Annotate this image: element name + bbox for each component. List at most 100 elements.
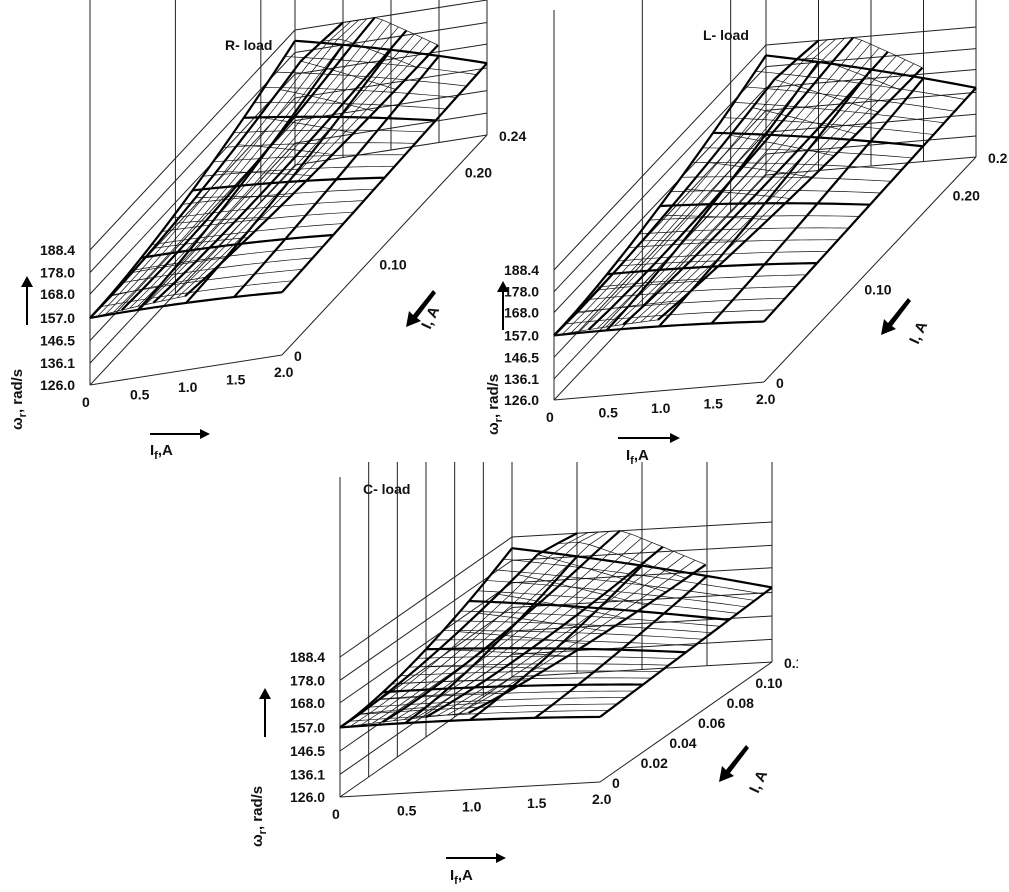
y-tick-label: 0.20: [953, 188, 980, 204]
z-tick-label: 146.5: [290, 743, 325, 759]
surface-line: [281, 62, 488, 293]
surface-line: [631, 55, 897, 324]
x-tick-label: 0.5: [599, 405, 619, 421]
surface-line: [145, 26, 399, 305]
x-axis-line: [89, 354, 283, 386]
tick-labels: 00.51.01.52.000.100.200.24126.0136.1146.…: [504, 150, 1009, 425]
surface-line: [447, 555, 685, 716]
z-tick-label: 188.4: [40, 242, 75, 258]
z-axis-label: ωr, rad/s: [249, 688, 271, 847]
z-tick-label: 146.5: [40, 333, 75, 349]
x-axis-label: If,A: [618, 433, 680, 467]
x-tick-label: 1.0: [178, 379, 198, 395]
y-axis-label: I, A: [406, 290, 443, 332]
y-axis-arrow-icon: [881, 298, 911, 335]
surface-line: [587, 36, 854, 331]
surface-line: [152, 29, 408, 304]
surface-line: [649, 63, 915, 322]
surface-line: [339, 532, 578, 729]
chart-l-load: L- load 00.51.01.52.000.100.200.24126.01…: [485, 0, 1009, 467]
z-tick-label: 146.5: [504, 349, 539, 365]
surface-line: [113, 18, 368, 313]
x-axis-line: [553, 381, 765, 401]
z-tick-label: 126.0: [40, 377, 75, 393]
surface-line: [161, 33, 415, 302]
y-tick-label: 0.12: [784, 655, 798, 671]
surface-line: [597, 40, 863, 329]
surface-line: [371, 531, 610, 724]
chart-r-load: R- load 0 0.5 1.0 1.5 2.000.100.200.24126.01…: [9, 0, 526, 462]
z-tick-label: 136.1: [40, 355, 75, 371]
surface-line: [129, 19, 383, 309]
surface-line: [350, 532, 588, 727]
y-tick-label: 0.06: [698, 715, 725, 731]
z-tick-label: 168.0: [504, 305, 539, 321]
z-tick-label: 178.0: [290, 672, 325, 688]
surface-line: [233, 55, 440, 298]
surface-line: [599, 586, 773, 718]
surface-line: [553, 54, 767, 337]
surface-line: [622, 51, 889, 326]
surface-line: [534, 575, 708, 719]
surface-line: [571, 38, 837, 333]
svg-text:ωr, rad/s: ωr, rad/s: [485, 374, 505, 435]
surface-line: [436, 550, 674, 717]
svg-text:I, A: I, A: [906, 319, 931, 347]
x-tick-label: 1.5: [226, 372, 246, 388]
surface: [339, 529, 773, 729]
x-tick-label: 0.5: [130, 387, 150, 403]
z-tick-label: 188.4: [504, 262, 539, 278]
z-tick-label: 126.0: [504, 392, 539, 408]
surface-line: [89, 295, 186, 319]
svg-text:If,A: If,A: [150, 442, 173, 462]
z-tick-label: 188.4: [290, 649, 325, 665]
y-tick-label: 0.24: [988, 150, 1008, 166]
surface-line: [585, 286, 796, 301]
surface-line: [605, 61, 820, 332]
x-axis-label: If,A: [150, 429, 210, 462]
z-axis-label: ωr, rad/s: [9, 276, 33, 430]
x-tick-label: 1.0: [462, 799, 482, 815]
surface-line: [120, 16, 376, 311]
surface-line: [620, 260, 725, 267]
x-tick-label: 0: [546, 409, 554, 425]
y-tick-label: 0.08: [727, 695, 754, 711]
surface-line: [168, 37, 423, 300]
chart-panel-r-load: R- load 0 0.5 1.0 1.5 2.0 0 0.10 0.20 0.24 126.0 1…: [0, 0, 530, 475]
tick-labels: 00.51.01.52.000.020.040.060.080.100.1212…: [290, 649, 811, 822]
surface: [553, 36, 977, 337]
surface-line: [361, 531, 599, 725]
y-tick-label: 0: [612, 775, 620, 791]
z-axis-arrow-icon: [259, 688, 271, 737]
y-tick-label: 0.10: [379, 256, 406, 272]
y-tick-label: 0.10: [755, 675, 782, 691]
chart-title: R- load: [225, 37, 272, 53]
surface-line: [184, 44, 439, 297]
y-axis-line: [763, 156, 977, 383]
x-axis-label: If,A: [446, 853, 506, 887]
surface-line: [658, 68, 872, 328]
surface: [89, 16, 488, 320]
y-axis-arrow-icon: [719, 745, 749, 782]
z-axis-label: ωr, rad/s: [485, 281, 509, 435]
z-tick-label: 178.0: [40, 265, 75, 281]
surface-line: [105, 19, 360, 315]
x-axis-line: [339, 781, 601, 798]
svg-text:ωr, rad/s: ωr, rad/s: [249, 786, 269, 847]
chart-title: C- load: [363, 481, 410, 497]
back-grid: [89, 0, 488, 386]
y-axis-label: I, A: [719, 745, 771, 796]
surface-line: [457, 559, 696, 715]
surface-line: [137, 23, 391, 307]
svg-text:If,A: If,A: [626, 447, 649, 467]
z-axis-arrow-icon: [497, 281, 509, 330]
x-tick-label: 2.0: [592, 791, 612, 807]
y-axis-line: [281, 134, 488, 356]
y-axis-arrow-icon: [406, 290, 436, 327]
x-tick-label: 0: [82, 394, 90, 410]
y-tick-label: 0: [776, 375, 784, 391]
y-axis-line: [599, 661, 773, 783]
surface-line: [89, 40, 296, 319]
svg-text:ωr, rad/s: ωr, rad/s: [9, 369, 29, 430]
